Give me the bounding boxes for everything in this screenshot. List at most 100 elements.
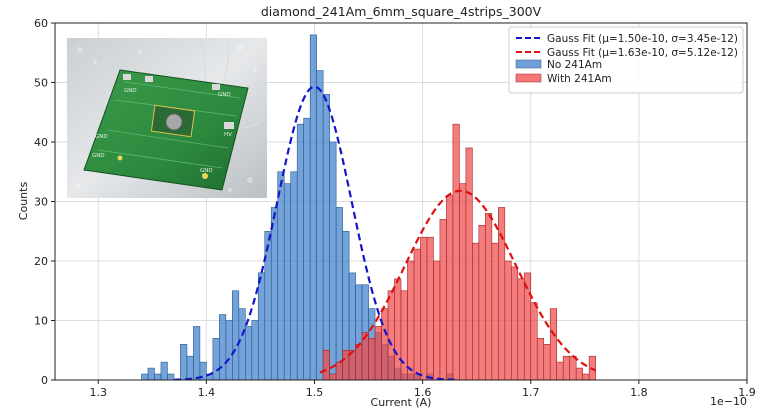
wire	[199, 37, 207, 85]
bar-no-am	[154, 373, 162, 380]
svg-text:GND: GND	[124, 88, 137, 94]
y-tick-label: 20	[34, 255, 48, 268]
pcb-connector	[212, 84, 220, 90]
bar-no-am	[322, 94, 330, 380]
pcb-silkscreen-labels: GND GND GND GND HV GND	[92, 88, 232, 174]
bar-no-am	[225, 320, 233, 380]
bar-no-am	[303, 117, 311, 380]
legend-patch-red	[515, 73, 542, 83]
bar-no-am	[296, 123, 304, 380]
bar-no-am	[283, 183, 292, 380]
bar-with-am	[459, 183, 467, 380]
bar-no-am	[329, 141, 337, 380]
gauss-fit-curves	[173, 85, 597, 380]
bar-no-am	[212, 338, 220, 380]
bar-with-am	[510, 266, 519, 380]
legend-entry-no-am: No 241Am	[515, 59, 602, 71]
bar-with-am	[329, 373, 337, 380]
bar-with-am	[426, 236, 434, 380]
bar-with-am	[530, 302, 538, 380]
x-axis-label: Current (A)	[371, 396, 432, 409]
y-tick-label: 0	[41, 374, 48, 387]
y-axis-label: Counts	[17, 182, 30, 221]
y-tick-label: 30	[34, 196, 48, 209]
bar-with-am	[543, 343, 551, 380]
bar-with-am	[374, 326, 382, 380]
bar-with-am	[523, 272, 532, 380]
bar-no-am	[232, 290, 240, 380]
svg-text:GND: GND	[218, 92, 231, 98]
bar-with-am	[498, 207, 506, 380]
bar-with-am	[420, 236, 428, 380]
bar-no-am	[167, 373, 175, 380]
bar-with-am	[549, 308, 558, 380]
svg-text:GND: GND	[200, 168, 213, 174]
foam-texture	[76, 45, 257, 192]
pcb-connector	[224, 122, 234, 129]
gauss-fit-curve-with-am	[319, 189, 597, 374]
bar-with-am	[335, 361, 343, 380]
bar-no-am	[335, 207, 343, 380]
bar-with-am	[368, 338, 376, 380]
bar-no-am	[238, 308, 246, 380]
svg-text:HV: HV	[224, 132, 232, 138]
gauss-fit-curve-no-am	[173, 85, 456, 380]
bar-with-am	[556, 361, 564, 380]
y-tick-label: 50	[34, 77, 48, 90]
bar-no-am	[290, 171, 298, 380]
bar-no-am	[245, 326, 253, 380]
bar-with-am	[387, 290, 395, 380]
legend-patch-blue	[515, 59, 542, 69]
bar-no-am	[316, 70, 324, 380]
bar-with-am	[478, 225, 486, 380]
bar-with-am	[562, 355, 570, 380]
pcb-connector	[123, 74, 131, 80]
y-tick-label: 60	[34, 17, 48, 30]
histogram-bars	[141, 34, 596, 380]
bar-with-am	[517, 278, 525, 380]
bar-with-am	[433, 260, 441, 380]
x-tick-label: 1.8	[630, 386, 648, 399]
svg-text:GND: GND	[95, 134, 108, 140]
bar-no-am	[147, 367, 155, 380]
bar-no-am	[160, 361, 168, 380]
bar-with-am	[381, 308, 389, 380]
bar-with-am	[322, 349, 330, 380]
pcb-pad	[117, 155, 123, 161]
bar-with-am	[485, 213, 493, 380]
x-tick-label: 1.3	[90, 386, 108, 399]
x-tick-label: 1.6	[414, 386, 432, 399]
chart-title: diamond_241Am_6mm_square_4strips_300V	[261, 4, 542, 19]
svg-text:GND: GND	[92, 153, 105, 159]
bar-with-am	[575, 367, 583, 380]
bar-with-am	[355, 343, 363, 380]
bar-with-am	[569, 355, 577, 380]
bar-with-am	[504, 260, 512, 380]
bar-with-am	[452, 123, 460, 380]
y-tick-label: 10	[34, 315, 48, 328]
bar-no-am	[219, 314, 227, 380]
x-axis-ticks: 1.3 1.4 1.5 1.6 1.7 1.8 1.9	[90, 380, 756, 399]
bar-with-am	[407, 260, 415, 380]
bar-no-am	[277, 171, 285, 380]
bar-no-am	[180, 343, 188, 380]
bar-no-am	[186, 355, 194, 380]
bar-no-am	[257, 272, 266, 380]
x-tick-label: 1.4	[198, 386, 216, 399]
x-tick-label: 1.7	[522, 386, 540, 399]
legend-label: Gauss Fit (μ=1.63e-10, σ=5.12e-12)	[547, 47, 738, 59]
bar-no-am	[193, 326, 201, 380]
y-tick-label: 40	[34, 136, 48, 149]
bar-no-am	[264, 230, 272, 380]
x-axis-offset-label: 1e−10	[710, 395, 747, 408]
x-tick-label: 1.9	[738, 386, 756, 399]
bar-no-am	[270, 207, 279, 380]
diamond-detector	[165, 113, 183, 131]
bar-with-am	[491, 242, 499, 380]
bar-with-am	[400, 290, 408, 380]
legend-label: With 241Am	[547, 73, 612, 85]
bar-with-am	[413, 248, 421, 380]
bar-with-am	[394, 278, 402, 380]
bar-with-am	[582, 373, 590, 380]
